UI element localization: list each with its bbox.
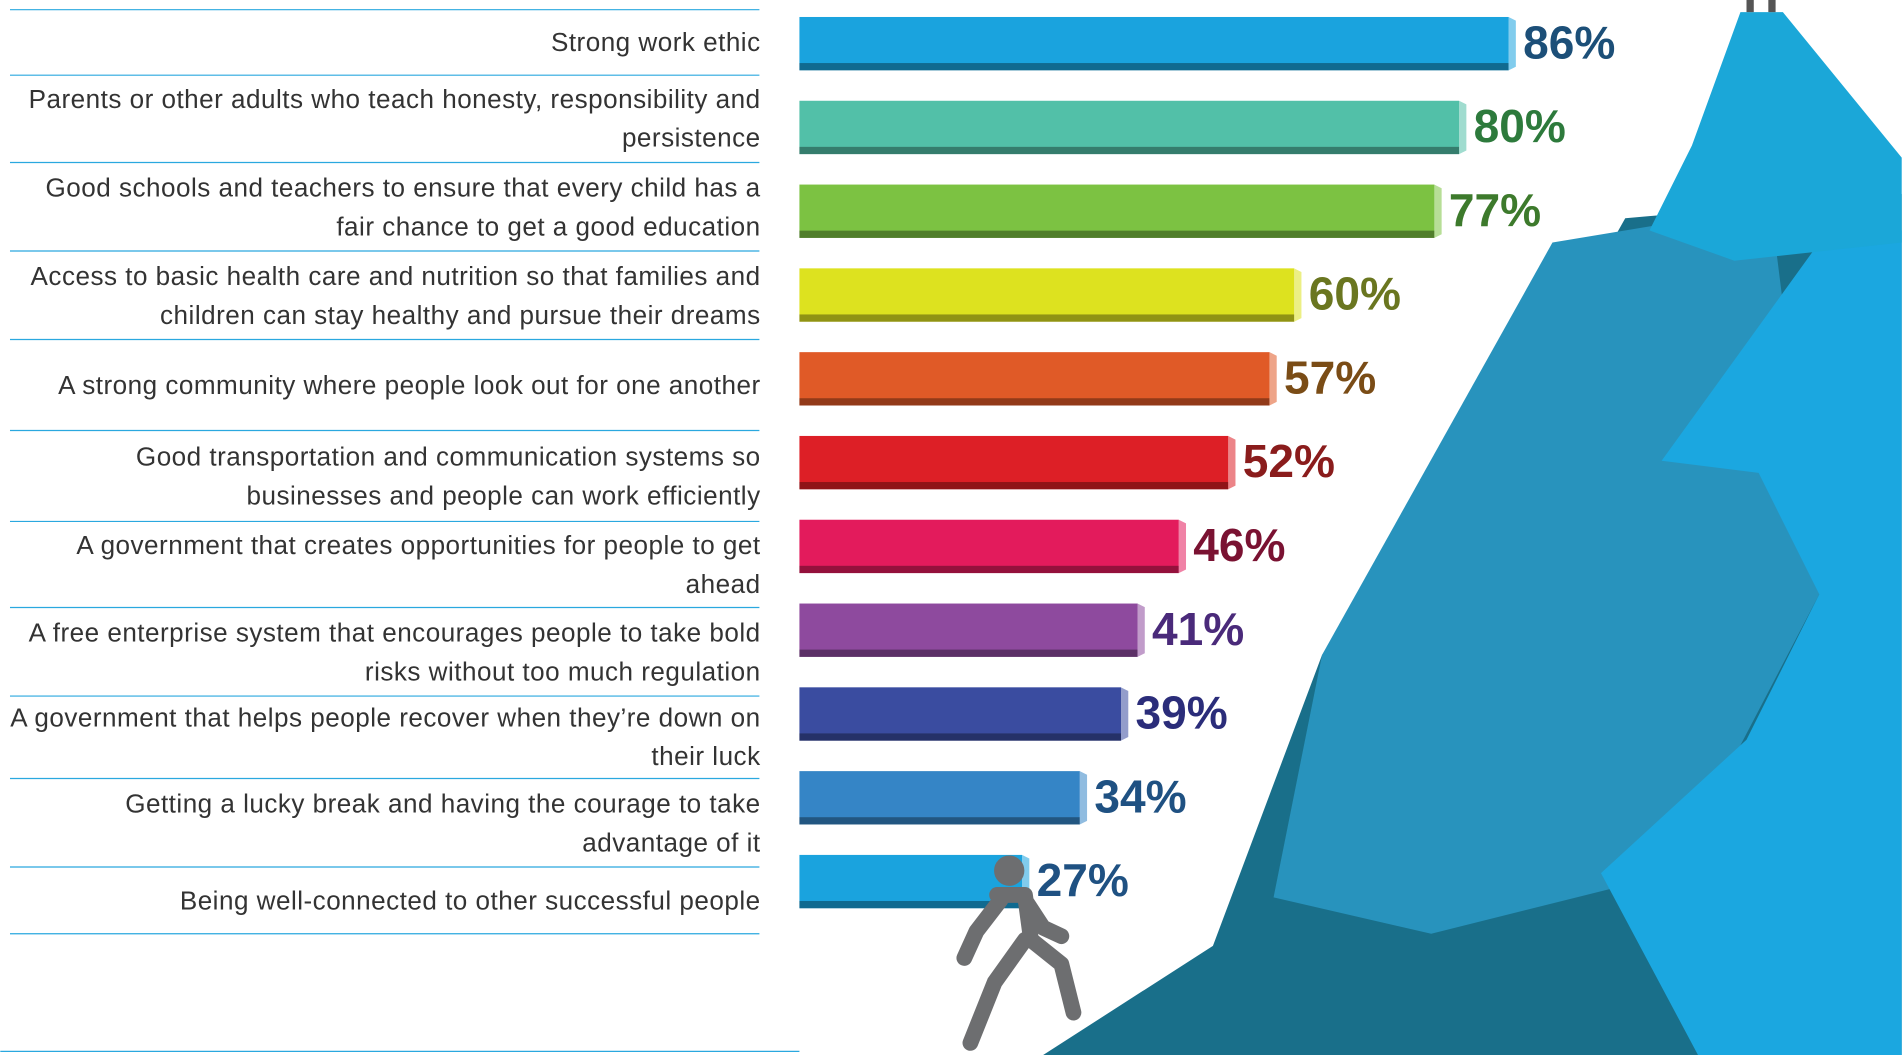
category-box: Parents or other adults who teach honest… <box>28 84 761 153</box>
value-label: 86% <box>1523 16 1615 68</box>
bar-group: 57% <box>799 351 1376 406</box>
bar-group: 34% <box>799 770 1187 825</box>
category-label: A strong community where people look out… <box>58 370 761 400</box>
bar <box>799 184 1435 238</box>
mountain-side <box>1600 230 1902 1056</box>
bar <box>799 854 1023 909</box>
category-label: Getting a lucky break and having the cou… <box>125 788 761 857</box>
value-label: 39% <box>1136 687 1228 739</box>
walker-head <box>994 855 1025 886</box>
category-box: A free enterprise system that encourages… <box>28 617 761 686</box>
category-label: A government that creates opportunities … <box>76 530 761 599</box>
bar <box>799 687 1122 741</box>
value-label: 77% <box>1449 184 1541 236</box>
bar-edge <box>1178 519 1187 574</box>
category-box: Being well-connected to other successful… <box>179 885 761 915</box>
value-label: 27% <box>1037 854 1129 906</box>
value-label: 60% <box>1309 268 1401 320</box>
flag-pole <box>1768 0 1776 13</box>
bar <box>799 519 1179 574</box>
bar-group: 80% <box>799 100 1566 155</box>
bar <box>799 771 1080 825</box>
category-label: Good schools and teachers to ensure that… <box>45 172 761 241</box>
bar-shade <box>799 565 1179 574</box>
value-label: 57% <box>1284 351 1376 403</box>
bar-group: 39% <box>799 687 1228 741</box>
bar-shade <box>799 817 1080 825</box>
bar-group: 86% <box>799 16 1615 71</box>
value-label: 80% <box>1474 100 1566 152</box>
bar-shade <box>799 733 1122 741</box>
bar <box>799 268 1295 322</box>
value-label: 52% <box>1243 435 1335 487</box>
mountain-face <box>1273 206 1820 934</box>
walker-body <box>956 887 1082 1051</box>
bar <box>799 352 1270 406</box>
bar-edge <box>1121 687 1129 741</box>
category-box: Good schools and teachers to ensure that… <box>45 172 761 241</box>
bar-group: 46% <box>799 519 1286 574</box>
value-label: 46% <box>1193 519 1285 571</box>
category-box: Access to basic health care and nutritio… <box>30 261 761 330</box>
bars: 86% 80% 77% 60% 57% 52% 46% 41% 39% 34% 27% <box>799 16 1615 909</box>
mountain <box>1043 0 1902 1056</box>
flag-pole <box>1746 0 1754 13</box>
category-label: Access to basic health care and nutritio… <box>30 261 761 330</box>
category-label: Being well-connected to other successful… <box>179 885 761 915</box>
bar <box>799 16 1509 71</box>
bar-shade <box>799 900 1023 909</box>
bar-group: 41% <box>799 603 1244 657</box>
bar-group: 27% <box>799 854 1129 909</box>
category-label: Parents or other adults who teach honest… <box>28 84 761 153</box>
category-box: Good transportation and communication sy… <box>135 442 761 510</box>
bar-edge <box>1269 352 1277 406</box>
bar-edge <box>1294 268 1302 322</box>
category-box: A government that creates opportunities … <box>76 530 761 599</box>
walker <box>956 855 1082 1051</box>
category-label: Strong work ethic <box>550 27 761 57</box>
bar <box>799 435 1229 490</box>
bar-shade <box>799 63 1509 71</box>
bar-shade <box>799 146 1460 155</box>
bar <box>799 100 1460 155</box>
bar-shade <box>799 649 1138 657</box>
category-box: Strong work ethic <box>550 27 761 57</box>
bar-shade <box>799 482 1229 490</box>
bar-group: 60% <box>799 268 1401 322</box>
category-label: A free enterprise system that encourages… <box>28 617 761 686</box>
category-box: A strong community where people look out… <box>58 370 761 400</box>
bar-edge <box>1137 603 1145 657</box>
bar-edge <box>1459 100 1467 155</box>
category-label: A government that helps people recover w… <box>10 703 761 772</box>
bar-shade <box>799 398 1270 406</box>
mountain-peak <box>1649 12 1902 261</box>
bar-edge <box>1508 16 1516 71</box>
category-label: Good transportation and communication sy… <box>135 442 761 510</box>
bar-edge <box>1228 435 1236 490</box>
value-label: 41% <box>1152 603 1244 655</box>
row-dividers <box>0 9 800 1052</box>
bar-group: 77% <box>799 184 1541 238</box>
bar <box>799 603 1138 657</box>
bar-edge <box>1434 184 1442 238</box>
bar-shade <box>799 314 1295 322</box>
category-box: A government that helps people recover w… <box>10 703 761 772</box>
value-label: 34% <box>1094 770 1186 822</box>
bar-group: 52% <box>799 435 1335 490</box>
bar-edge <box>1079 771 1088 825</box>
bar-shade <box>799 230 1435 238</box>
category-box: Getting a lucky break and having the cou… <box>125 788 761 857</box>
